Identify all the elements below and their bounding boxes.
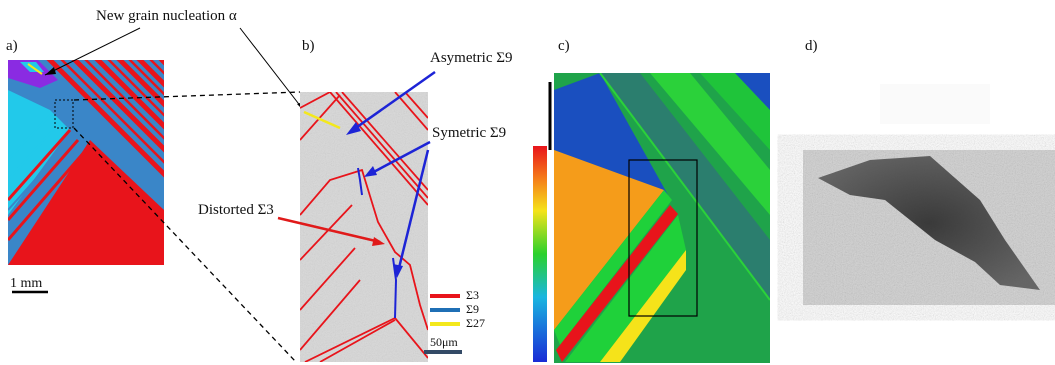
panel-d-micrograph [803, 84, 1055, 305]
asymmetric-sigma9-annotation: Asymetric Σ9 [430, 50, 513, 66]
panel-c-label: c) [558, 38, 570, 54]
scale-bar-a-label: 1 mm [10, 276, 43, 291]
panel-a-ebsd-map [8, 60, 164, 265]
legend-sigma3-label: Σ3 [466, 288, 479, 302]
symmetric-sigma9-annotation: Symetric Σ9 [432, 125, 507, 141]
scale-bar-b-label: 50μm [430, 335, 458, 349]
legend-sigma27-label: Σ27 [466, 316, 485, 330]
legend-sigma9-label: Σ9 [466, 302, 479, 316]
nucleation-annotation: New grain nucleation α [96, 8, 237, 24]
panel-c-simulation-map [554, 73, 770, 363]
color-scale-bar [533, 146, 547, 362]
distorted-sigma3-annotation: Distorted Σ3 [198, 202, 274, 218]
panel-d-label: d) [805, 38, 818, 54]
panel-a-label: a) [6, 38, 18, 54]
panel-b-label: b) [302, 38, 315, 54]
